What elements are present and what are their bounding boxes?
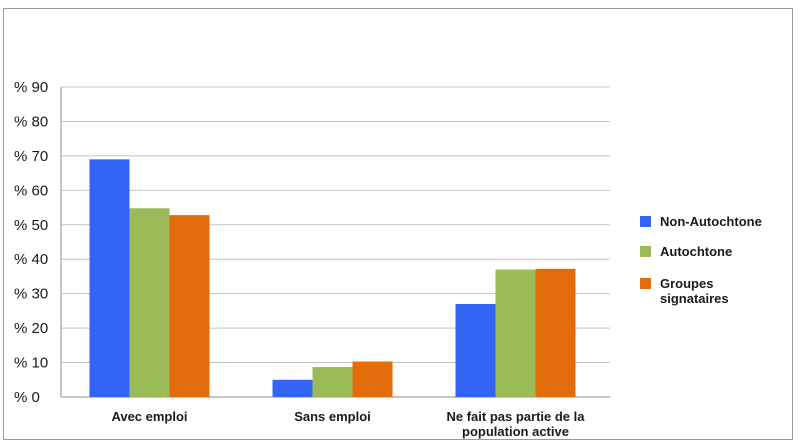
legend-swatch — [640, 216, 651, 227]
y-tick-label: % 70 — [14, 148, 48, 165]
category-label: Sans emploi — [294, 409, 371, 424]
y-tick-label: % 30 — [14, 286, 48, 303]
legend-swatch — [640, 246, 651, 257]
y-tick-label: % 0 — [14, 389, 40, 406]
bar-non-autochtone — [272, 379, 313, 397]
bar-groupes-signataires — [169, 215, 210, 397]
bar-autochtone — [312, 367, 353, 397]
y-tick-label: % 20 — [14, 320, 48, 337]
y-tick-label: % 60 — [14, 182, 48, 199]
bar-autochtone — [129, 208, 170, 397]
legend-label: Autochtone — [660, 244, 732, 259]
bar-non-autochtone — [89, 159, 130, 397]
legend-label: Groupes — [660, 276, 713, 291]
category-label: Ne fait pas partie de la — [447, 409, 586, 424]
y-tick-label: % 90 — [14, 79, 48, 96]
bar-autochtone — [495, 269, 536, 397]
category-label: Avec emploi — [111, 409, 187, 424]
bar-groupes-signataires — [535, 268, 576, 397]
y-tick-label: % 10 — [14, 355, 48, 372]
y-tick-label: % 40 — [14, 251, 48, 268]
legend-swatch — [640, 278, 651, 289]
bar-groupes-signataires — [352, 361, 393, 397]
bar-non-autochtone — [455, 304, 496, 397]
y-tick-label: % 50 — [14, 217, 48, 234]
legend-label: Non-Autochtone — [660, 214, 762, 229]
legend-label: signataires — [660, 291, 729, 306]
y-tick-label: % 80 — [14, 113, 48, 130]
category-label: population active — [462, 424, 569, 439]
